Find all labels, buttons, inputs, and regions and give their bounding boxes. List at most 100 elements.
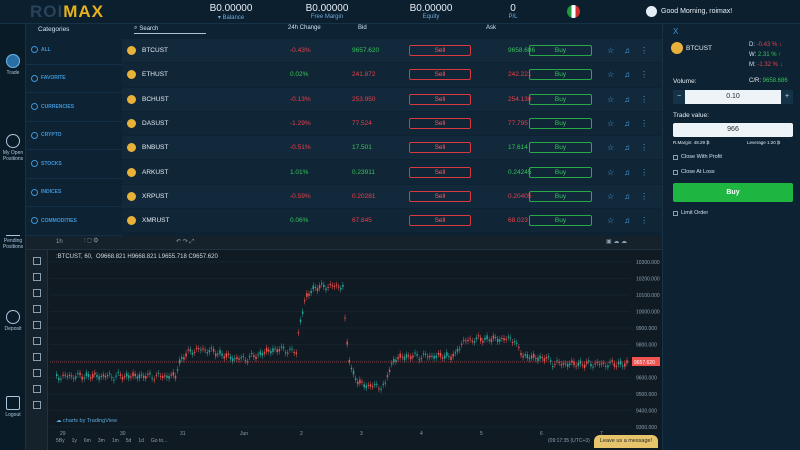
more-icon[interactable]: ⋮ <box>640 216 659 226</box>
bell-icon[interactable]: ♫ <box>624 46 641 56</box>
more-icon[interactable]: ⋮ <box>640 94 659 104</box>
sell-button[interactable]: Sell <box>409 166 471 178</box>
bell-icon[interactable]: ♫ <box>624 216 641 226</box>
bell-icon[interactable]: ♫ <box>624 167 641 177</box>
lock-icon[interactable] <box>32 401 41 409</box>
tradingview-watermark[interactable]: ☁ charts by TradingView <box>56 418 118 424</box>
trendline-icon[interactable] <box>32 273 41 281</box>
limit-order-checkbox[interactable]: Limit Order <box>673 210 708 216</box>
table-row[interactable]: ETHUST 0.02% 241.872 Sell 242.221 Buy ☆♫⋮ <box>122 63 662 88</box>
more-icon[interactable]: ⋮ <box>640 70 659 80</box>
bell-icon[interactable]: ♫ <box>624 191 641 201</box>
indicators-icon[interactable]: ⫶ ⬚ ⚙ <box>84 238 99 244</box>
close-icon[interactable]: X <box>673 27 679 36</box>
range-option[interactable]: 1d <box>138 438 144 444</box>
table-row[interactable]: XRPUST -0.59% 0.20281 Sell 0.20405 Buy ☆♫⋮ <box>122 184 662 210</box>
camera-icon[interactable]: ▣ ☁ ☁ <box>606 239 628 245</box>
more-icon[interactable]: ⋮ <box>640 119 659 129</box>
nav-logout[interactable]: Logout <box>0 396 26 418</box>
table-row[interactable]: XMRUST 0.06% 67.845 Sell 68.023 Buy ☆♫⋮ <box>122 209 662 234</box>
leave-message-button[interactable]: Leave us a message! <box>594 435 658 448</box>
sell-button[interactable]: Sell <box>409 118 471 130</box>
nav-open-positions[interactable]: My Open Positions <box>0 134 26 162</box>
fib-icon[interactable] <box>32 289 41 297</box>
buy-button[interactable]: Buy <box>529 93 592 105</box>
buy-button[interactable]: Buy <box>529 142 592 154</box>
bell-icon[interactable]: ♫ <box>624 119 641 129</box>
range-option[interactable]: 5d <box>125 438 132 444</box>
sell-button[interactable]: Sell <box>409 69 471 81</box>
range-option[interactable]: 1y <box>71 438 77 444</box>
brush-icon[interactable] <box>32 305 41 313</box>
star-icon[interactable]: ☆ <box>607 70 625 80</box>
zoom-icon[interactable] <box>32 369 41 377</box>
range-option[interactable]: 6m <box>83 438 91 444</box>
buy-button[interactable]: Buy <box>529 215 592 227</box>
bell-icon[interactable]: ♫ <box>624 94 641 104</box>
table-row[interactable]: BTCUST -0.43% 9657.620 Sell 9658.686 Buy ☆♫⋮ <box>122 39 662 64</box>
table-row[interactable]: BCHUST -0.13% 253.950 Sell 254.130 Buy ☆♫⋮ <box>122 87 662 112</box>
buy-button[interactable]: Buy <box>529 190 592 202</box>
undo-redo-icon[interactable]: ↶ ↷ ⤢ <box>176 239 195 245</box>
star-icon[interactable]: ☆ <box>607 143 625 153</box>
search-input[interactable]: ⌕ Search <box>134 24 206 34</box>
price-chart[interactable]: 1h ⫶ ⬚ ⚙ ↶ ↷ ⤢ ▣ ☁ ☁ :BTCUST, 60, O9668.… <box>26 236 662 450</box>
category-all[interactable]: ALL <box>26 36 122 65</box>
more-icon[interactable]: ⋮ <box>640 191 659 201</box>
nav-trade[interactable]: Trade <box>0 54 26 76</box>
star-icon[interactable]: ☆ <box>607 119 625 129</box>
bell-icon[interactable]: ♫ <box>624 70 641 80</box>
star-icon[interactable]: ☆ <box>607 216 625 226</box>
buy-button[interactable]: Buy <box>673 183 793 202</box>
text-icon[interactable] <box>32 321 41 329</box>
crosshair-icon[interactable] <box>32 257 41 265</box>
more-icon[interactable]: ⋮ <box>640 46 659 56</box>
magnet-icon[interactable] <box>32 385 41 393</box>
trade-value-field[interactable]: 966 <box>673 123 793 137</box>
range-option[interactable]: Go to... <box>150 438 168 444</box>
more-icon[interactable]: ⋮ <box>640 167 659 177</box>
category-favorite[interactable]: FAVORITE <box>26 65 122 93</box>
category-currencies[interactable]: CURRENCIES <box>26 93 122 122</box>
category-stocks[interactable]: STOCKS <box>26 150 122 179</box>
sell-button[interactable]: Sell <box>409 215 471 227</box>
minus-icon[interactable]: − <box>673 90 685 104</box>
table-row[interactable]: BNBUST -0.51% 17.501 Sell 17.614 Buy ☆♫⋮ <box>122 136 662 161</box>
table-row[interactable]: ARKUST 1.01% 0.23911 Sell 0.24245 Buy ☆♫⋮ <box>122 160 662 185</box>
more-icon[interactable]: ⋮ <box>640 143 659 153</box>
volume-value[interactable]: 0.10 <box>726 93 740 100</box>
nav-pending-positions[interactable]: Pending Positions <box>0 222 26 250</box>
sell-button[interactable]: Sell <box>409 190 471 202</box>
sell-button[interactable]: Sell <box>409 45 471 57</box>
plus-icon[interactable]: + <box>781 90 793 104</box>
range-option[interactable]: 1m <box>111 438 119 444</box>
language-flag-icon[interactable] <box>567 5 580 18</box>
buy-button[interactable]: Buy <box>529 118 592 130</box>
star-icon[interactable]: ☆ <box>607 46 625 56</box>
user-greeting[interactable]: Good Morning, roimax! <box>646 6 732 17</box>
pattern-icon[interactable] <box>32 337 41 345</box>
star-icon[interactable]: ☆ <box>607 167 625 177</box>
category-indices[interactable]: INDICES <box>26 179 122 207</box>
close-with-profit-checkbox[interactable]: Close With Profit <box>673 154 722 160</box>
buy-button[interactable]: Buy <box>529 69 592 81</box>
nav-deposit[interactable]: Deposit <box>0 310 26 332</box>
close-at-loss-checkbox[interactable]: Close At Loss <box>673 169 715 175</box>
range-selector[interactable]: 5By 1y 6m 3m 1m 5d 1d Go to... <box>56 438 174 444</box>
buy-button[interactable]: Buy <box>529 166 592 178</box>
category-crypto[interactable]: CRYPTO <box>26 122 122 150</box>
sell-button[interactable]: Sell <box>409 142 471 154</box>
measure-icon[interactable] <box>32 353 41 361</box>
interval-select[interactable]: 1h <box>56 239 63 245</box>
category-commodities[interactable]: COMMODITIES <box>26 207 122 236</box>
star-icon[interactable]: ☆ <box>607 191 625 201</box>
table-row[interactable]: DASUST -1.29% 77.524 Sell 77.795 Buy ☆♫⋮ <box>122 111 662 137</box>
balance-stat[interactable]: B0.00000 ▾ Balance <box>186 3 276 21</box>
sell-button[interactable]: Sell <box>409 93 471 105</box>
range-option[interactable]: 5By <box>56 438 65 444</box>
range-option[interactable]: 3m <box>97 438 105 444</box>
star-icon[interactable]: ☆ <box>607 94 625 104</box>
bell-icon[interactable]: ♫ <box>624 143 641 153</box>
volume-stepper[interactable]: − 0.10 + <box>673 90 793 104</box>
buy-button[interactable]: Buy <box>529 45 592 57</box>
